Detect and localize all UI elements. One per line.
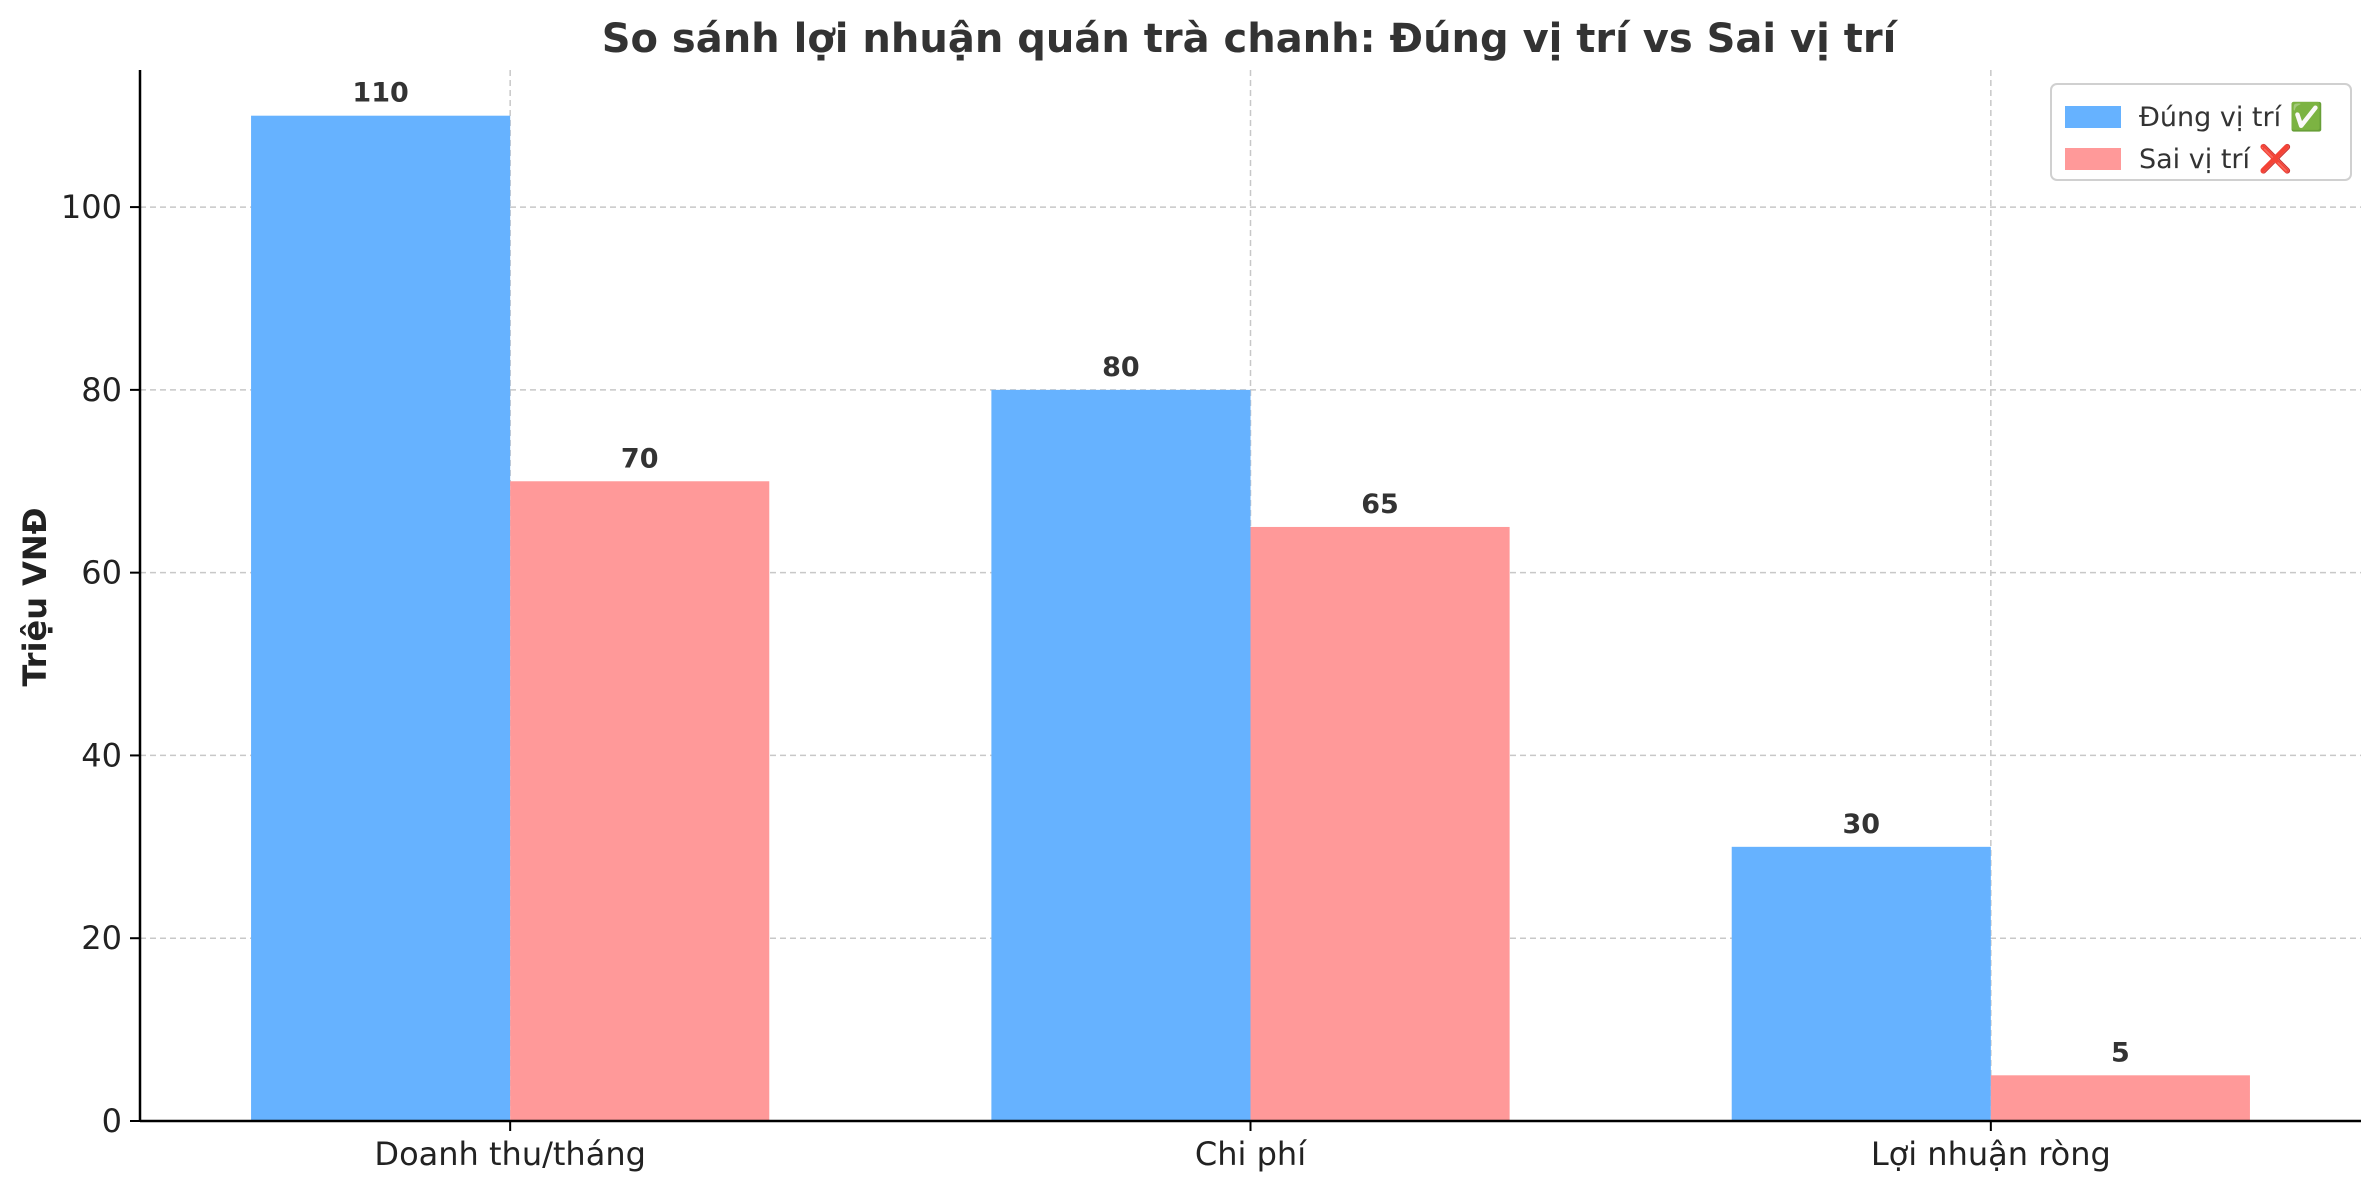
bar-dung-vi-tri xyxy=(1731,846,1991,1121)
axes xyxy=(130,70,2361,1131)
legend[interactable]: Đúng vị trí ✅ Sai vị trí ❌ xyxy=(2050,83,2352,181)
legend-swatch xyxy=(2065,148,2121,170)
bar-sai-vi-tri xyxy=(510,481,770,1121)
bar-dung-vi-tri xyxy=(991,389,1251,1121)
y-tick-label: 0 xyxy=(102,1102,122,1140)
bar-sai-vi-tri xyxy=(1990,1075,2250,1121)
legend-entry[interactable]: Sai vị trí ❌ xyxy=(2139,143,2292,175)
x-tick-label: Doanh thu/tháng xyxy=(374,1135,645,1173)
data-label: 80 xyxy=(1102,352,1140,383)
legend-box xyxy=(2050,83,2352,181)
data-label: 30 xyxy=(1842,809,1880,840)
bar-sai-vi-tri xyxy=(1250,526,1510,1121)
bars xyxy=(251,115,2250,1121)
y-tick-label: 80 xyxy=(81,371,122,409)
legend-swatch xyxy=(2065,106,2121,128)
legend-entry[interactable]: Đúng vị trí ✅ xyxy=(2139,101,2323,133)
y-tick-label: 60 xyxy=(81,554,122,592)
x-tick-label: Chi phí xyxy=(1195,1135,1307,1173)
y-tick-label: 100 xyxy=(61,188,122,226)
y-tick-label: 20 xyxy=(81,919,122,957)
data-label: 110 xyxy=(352,78,408,109)
y-axis-label: Triệu VNĐ xyxy=(16,507,54,686)
bar-dung-vi-tri xyxy=(251,115,511,1121)
x-tick-label: Lợi nhuận ròng xyxy=(1871,1135,2111,1173)
chart-title: So sánh lợi nhuận quán trà chanh: Đúng v… xyxy=(602,16,1899,62)
data-label: 5 xyxy=(2111,1037,2130,1068)
tick-labels: 0 20 40 60 80 100 Doanh thu/tháng Chi phí Lợi nh… xyxy=(61,188,2111,1173)
data-label: 70 xyxy=(621,443,659,474)
data-labels: 110 80 30 70 65 5 xyxy=(352,78,2129,1069)
y-tick-label: 40 xyxy=(81,736,122,774)
data-label: 65 xyxy=(1361,489,1399,520)
